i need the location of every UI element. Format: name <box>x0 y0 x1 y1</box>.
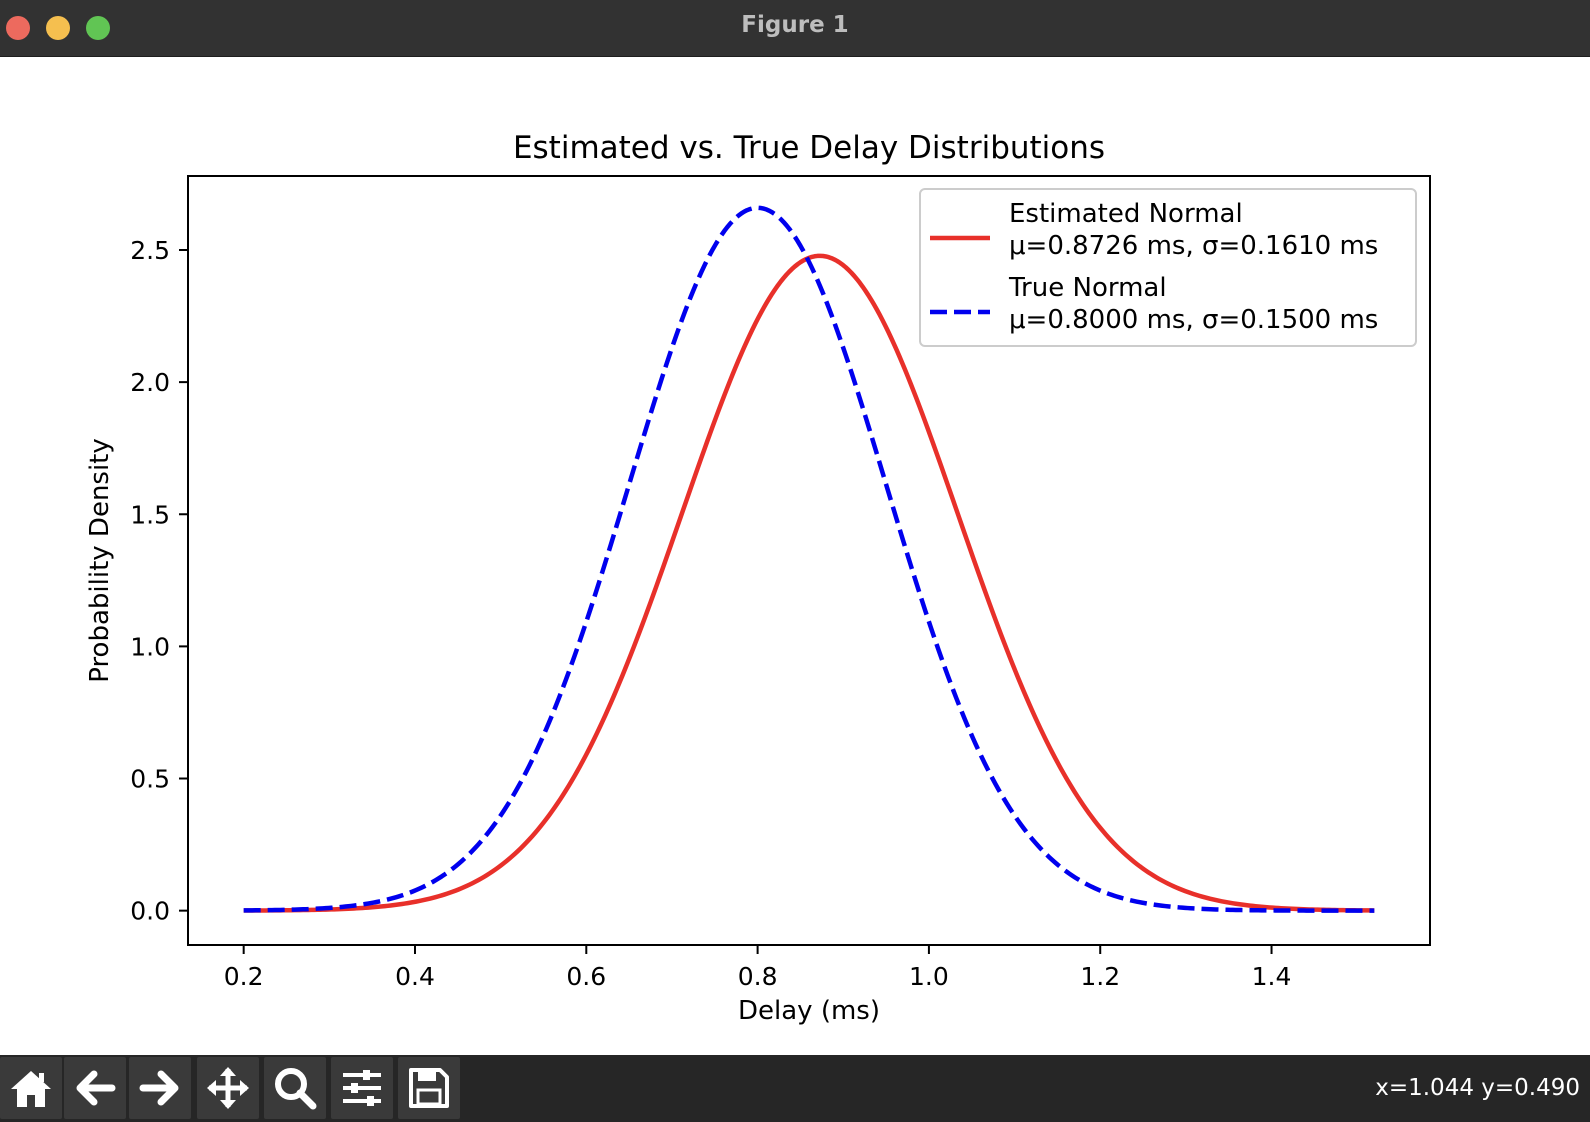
pan-button[interactable] <box>197 1057 259 1119</box>
move-icon <box>207 1067 249 1109</box>
window-titlebar: Figure 1 <box>0 0 1590 57</box>
x-tick-label: 0.2 <box>224 962 264 991</box>
minimize-window-button[interactable] <box>46 16 70 40</box>
navigation-toolbar: x=1.044 y=0.490 <box>0 1055 1590 1122</box>
legend-label: μ=0.8000 ms, σ=0.1500 ms <box>1009 305 1378 335</box>
arrow-right-icon <box>139 1070 179 1106</box>
y-axis-label: Probability Density <box>85 438 115 683</box>
close-window-button[interactable] <box>6 16 30 40</box>
axes-frame <box>187 175 1431 946</box>
figure-canvas[interactable]: Estimated vs. True Delay Distributions 0.… <box>0 57 1590 1055</box>
chart-title: Estimated vs. True Delay Distributions <box>513 130 1105 166</box>
x-tick-label: 0.6 <box>566 962 606 991</box>
maximize-window-button[interactable] <box>86 16 110 40</box>
legend-label: True Normal <box>1008 273 1167 303</box>
y-tick-label: 0.0 <box>130 897 170 926</box>
y-tick-label: 2.5 <box>130 236 170 265</box>
x-tick-label: 1.0 <box>909 962 949 991</box>
floppy-disk-icon <box>409 1068 449 1108</box>
legend-label: Estimated Normal <box>1009 199 1243 229</box>
x-tick-label: 0.4 <box>395 962 435 991</box>
home-button[interactable] <box>0 1057 62 1119</box>
series-line-true-normal <box>243 205 1375 913</box>
save-button[interactable] <box>398 1057 460 1119</box>
x-tick-label: 1.4 <box>1252 962 1292 991</box>
y-tick-label: 1.5 <box>130 500 170 529</box>
configure-subplots-button[interactable] <box>331 1057 393 1119</box>
zoom-button[interactable] <box>264 1057 326 1119</box>
y-tick-label: 2.0 <box>130 368 170 397</box>
x-tick-label: 0.8 <box>738 962 778 991</box>
y-tick-label: 0.5 <box>130 765 170 794</box>
cursor-coordinates: x=1.044 y=0.490 <box>1375 1075 1580 1101</box>
magnifier-icon <box>275 1068 317 1110</box>
y-tick-label: 1.0 <box>130 632 170 661</box>
forward-button[interactable] <box>129 1057 191 1119</box>
legend-label: μ=0.8726 ms, σ=0.1610 ms <box>1009 231 1378 261</box>
legend-box <box>919 188 1417 347</box>
x-axis-label: Delay (ms) <box>738 996 880 1026</box>
x-tick-label: 1.2 <box>1080 962 1120 991</box>
arrow-left-icon <box>76 1070 116 1106</box>
series-line-estimated-normal <box>243 253 1375 913</box>
chart: Estimated vs. True Delay Distributions 0.… <box>85 130 1431 1026</box>
sliders-icon <box>343 1070 381 1106</box>
window-title: Figure 1 <box>741 12 849 38</box>
home-icon <box>11 1071 51 1107</box>
back-button[interactable] <box>64 1057 126 1119</box>
